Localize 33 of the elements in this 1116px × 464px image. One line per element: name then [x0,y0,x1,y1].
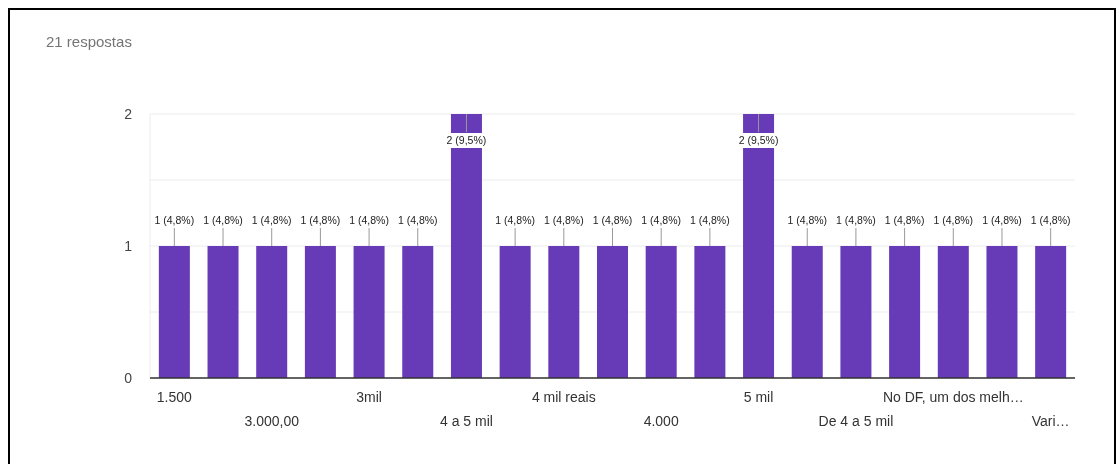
x-tick-label: 4.000 [643,413,679,429]
x-tick-label: Vari… [1031,413,1070,429]
data-label: 1 (4,8%) [592,214,633,226]
y-tick-label: 2 [124,105,133,122]
data-label: 2 (9,5%) [738,134,779,146]
data-label: 1 (4,8%) [495,214,535,226]
data-label: 1 (4,8%) [641,214,682,226]
data-label: 1 (4,8%) [933,214,974,226]
x-tick-label: 3mil [356,389,382,405]
data-label: 1 (4,8%) [251,214,292,226]
data-label: 1 (4,8%) [300,214,341,226]
y-tick-label: 0 [124,369,133,386]
x-tick-label: 4 a 5 mil [439,413,493,429]
x-tick-label: No DF, um dos melh… [882,389,1024,405]
data-label: 1 (4,8%) [836,214,876,226]
data-label: 1 (4,8%) [982,214,1022,226]
data-label: 1 (4,8%) [884,214,925,226]
x-tick-label: 5 mil [743,389,774,405]
data-label: 1 (4,8%) [203,214,243,226]
x-tick-label: 4 mil reais [531,389,596,405]
data-label: 1 (4,8%) [1030,214,1071,226]
data-label: 1 (4,8%) [154,214,195,226]
data-label: 1 (4,8%) [349,214,389,226]
chart-title: 21 respostas [46,33,132,50]
x-tick-label: 1.500 [156,389,193,405]
data-label: 1 (4,8%) [543,214,584,226]
data-label: 2 (9,5%) [446,134,487,146]
data-label: 1 (4,8%) [397,214,438,226]
y-tick-label: 1 [124,237,133,254]
x-tick-label: De 4 a 5 mil [818,413,894,429]
x-tick-label: 3.000,00 [244,413,300,429]
data-label: 1 (4,8%) [690,214,730,226]
data-label: 1 (4,8%) [787,214,828,226]
